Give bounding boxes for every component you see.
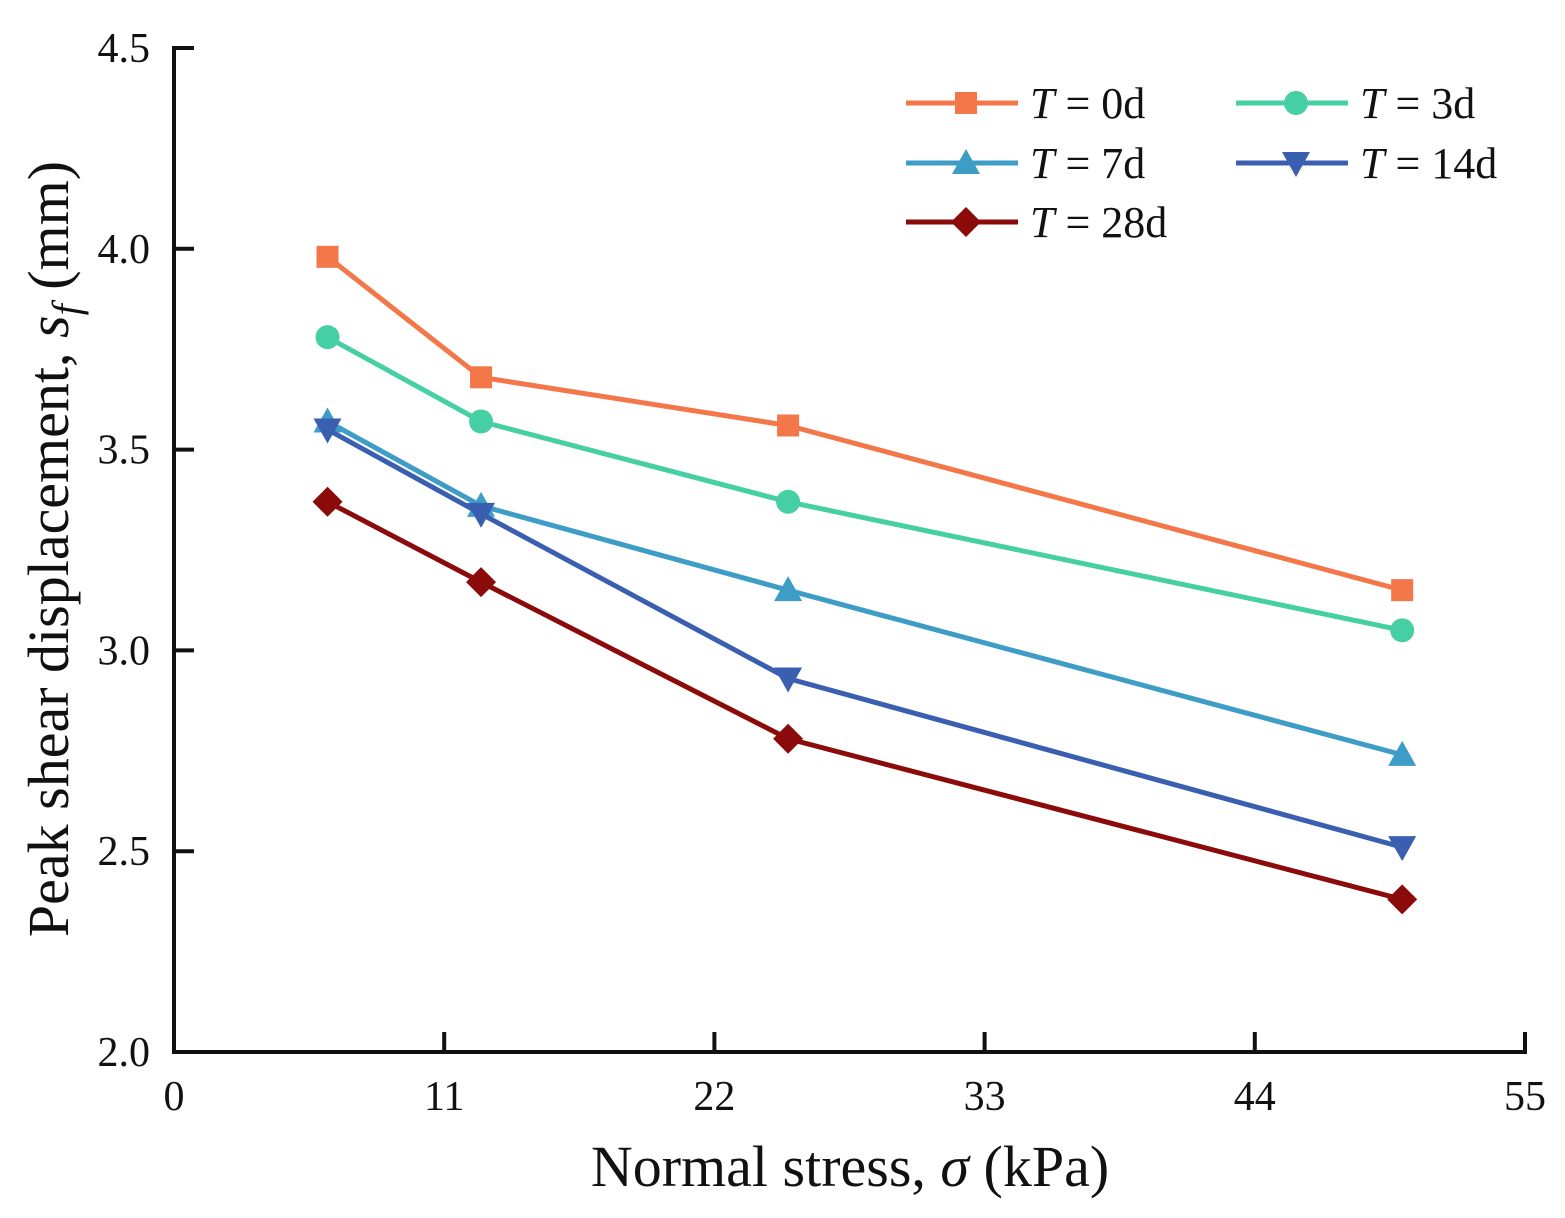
data-point bbox=[467, 502, 496, 528]
x-tick-label: 33 bbox=[964, 1074, 1006, 1120]
legend-marker bbox=[1282, 152, 1310, 177]
y-tick-label: 2.5 bbox=[98, 829, 151, 875]
legend: T = 0d T = 3d T = 7d T = 14d T = 28d bbox=[906, 79, 1497, 247]
legend-marker bbox=[951, 207, 981, 237]
data-point bbox=[316, 245, 339, 268]
series-line bbox=[326, 334, 1403, 633]
data-point bbox=[1391, 579, 1414, 602]
data-point bbox=[1388, 740, 1417, 766]
series-line bbox=[325, 254, 1403, 593]
y-tick-label: 2.0 bbox=[98, 1030, 151, 1076]
legend-item: T = 0d bbox=[906, 79, 1145, 128]
x-axis-title: Normal stress, σ (kPa) bbox=[591, 1134, 1109, 1199]
legend-item: T = 3d bbox=[1236, 79, 1475, 128]
data-point bbox=[777, 414, 800, 437]
data-point bbox=[774, 576, 803, 602]
data-point bbox=[315, 325, 340, 350]
y-tick-label: 4.0 bbox=[98, 227, 151, 273]
legend-label: T = 3d bbox=[1360, 79, 1475, 128]
x-tick-label: 55 bbox=[1504, 1074, 1546, 1120]
y-tick-label: 3.5 bbox=[98, 428, 151, 474]
ticks-layer: 0 11 22 33 44 55 2.0 2.5 3.0 3.5 4.0 4.5 bbox=[98, 26, 1547, 1120]
legend-marker bbox=[952, 149, 980, 174]
data-point bbox=[312, 486, 343, 517]
data-point bbox=[1390, 618, 1415, 643]
series-4 bbox=[313, 418, 1417, 862]
x-tick-label: 0 bbox=[164, 1074, 185, 1120]
series-line bbox=[326, 427, 1403, 850]
series-1 bbox=[316, 245, 1414, 602]
data-point bbox=[470, 366, 493, 389]
legend-item: T = 28d bbox=[906, 198, 1167, 247]
legend-label: T = 7d bbox=[1030, 139, 1145, 188]
series-5 bbox=[312, 486, 1418, 915]
series-line bbox=[326, 419, 1403, 758]
legend-item: T = 7d bbox=[906, 139, 1145, 188]
data-point bbox=[773, 723, 804, 754]
data-point bbox=[774, 667, 803, 693]
x-tick-label: 44 bbox=[1234, 1074, 1276, 1120]
data-point bbox=[313, 418, 342, 444]
data-point bbox=[466, 567, 497, 598]
y-tick-label: 4.5 bbox=[98, 26, 151, 72]
data-point bbox=[776, 489, 801, 514]
x-tick-label: 22 bbox=[693, 1074, 735, 1120]
y-axis-title: Peak shear displacement, sf (mm) bbox=[16, 161, 89, 937]
series-line bbox=[326, 499, 1403, 902]
legend-marker bbox=[1284, 91, 1308, 115]
y-tick-label: 3.0 bbox=[98, 628, 151, 674]
legend-label: T = 14d bbox=[1360, 139, 1497, 188]
legend-item: T = 14d bbox=[1236, 139, 1497, 188]
x-tick-label: 11 bbox=[424, 1074, 464, 1120]
axes-layer bbox=[172, 46, 1527, 1054]
data-point bbox=[469, 409, 494, 434]
legend-marker bbox=[955, 92, 977, 114]
series-2 bbox=[315, 325, 1415, 643]
legend-label: T = 0d bbox=[1030, 79, 1145, 128]
series-layer bbox=[312, 245, 1418, 915]
data-point bbox=[1387, 884, 1418, 915]
data-point bbox=[1388, 836, 1417, 862]
legend-label: T = 28d bbox=[1030, 198, 1167, 247]
